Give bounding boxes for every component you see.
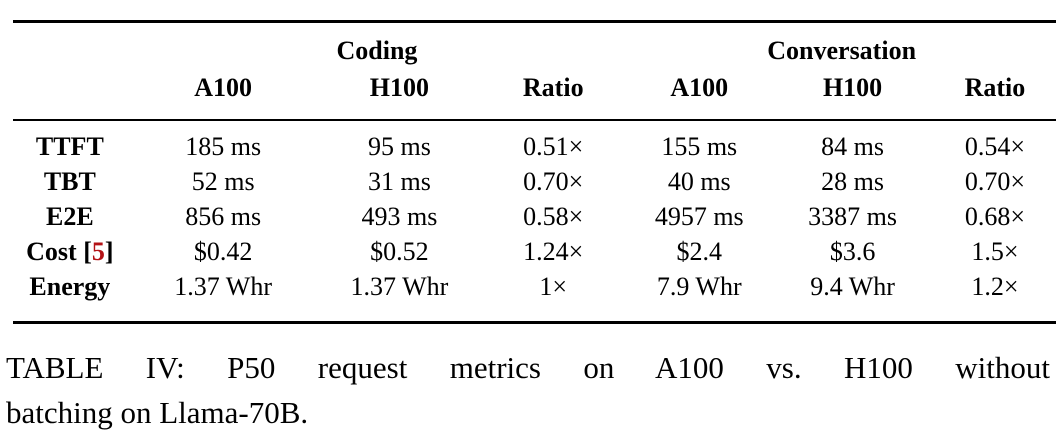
- cell-energy-coding-ratio: 1×: [539, 272, 568, 301]
- group-header-conversation: Conversation: [767, 36, 917, 65]
- col-header-coding-ratio: Ratio: [522, 73, 584, 102]
- cost-label-text: Cost: [26, 237, 77, 266]
- cell-energy-conversation-h100: 9.4 Whr: [810, 272, 895, 301]
- cell-ttft-conversation-ratio: 0.54×: [964, 132, 1026, 161]
- cell-cost-coding-h100: $0.52: [370, 237, 429, 266]
- cell-e2e-conversation-h100: 3387 ms: [808, 202, 897, 231]
- table-row-tbt: TBT 52 ms 31 ms 0.70× 40 ms 28 ms 0.70×: [13, 164, 1056, 199]
- col-header-conversation-ratio: Ratio: [964, 73, 1026, 102]
- caption-line-2: batching on Llama-70B.: [6, 395, 309, 430]
- cell-tbt-conversation-h100: 28 ms: [821, 167, 884, 196]
- cell-ttft-coding-h100: 95 ms: [367, 132, 431, 161]
- cell-e2e-conversation-ratio: 0.68×: [964, 202, 1026, 231]
- cell-cost-conversation-ratio: 1.5×: [971, 237, 1019, 266]
- cell-energy-conversation-a100: 7.9 Whr: [656, 272, 742, 301]
- row-label-e2e: E2E: [45, 202, 94, 231]
- cell-tbt-coding-h100: 31 ms: [367, 167, 431, 196]
- row-label-ttft: TTFT: [35, 132, 104, 161]
- cell-e2e-conversation-a100: 4957 ms: [654, 202, 744, 231]
- col-header-coding-a100: A100: [194, 73, 253, 102]
- row-label-tbt: TBT: [43, 167, 96, 196]
- row-label-energy: Energy: [29, 272, 111, 301]
- citation-open-bracket: [: [83, 237, 92, 266]
- cell-cost-conversation-h100: $3.6: [829, 237, 876, 266]
- col-header-conversation-h100: H100: [822, 73, 883, 102]
- cell-cost-coding-a100: $0.42: [193, 237, 253, 266]
- cell-energy-coding-a100: 1.37 Whr: [174, 272, 273, 301]
- table-row-energy: Energy 1.37 Whr 1.37 Whr 1× 7.9 Whr 9.4 …: [13, 269, 1056, 323]
- citation-close-bracket: ]: [104, 237, 114, 266]
- table-header: Coding Conversation A100 H100 Ratio A100…: [13, 22, 1056, 120]
- group-header-row: Coding Conversation: [13, 22, 1056, 71]
- cell-e2e-coding-a100: 856 ms: [185, 202, 262, 231]
- cell-e2e-coding-ratio: 0.58×: [523, 202, 584, 231]
- column-header-row: A100 H100 Ratio A100 H100 Ratio: [13, 70, 1056, 120]
- citation-bracket: [5]: [83, 237, 113, 266]
- table-caption: TABLE IV: P50 request metrics on A100 vs…: [6, 345, 1050, 435]
- metrics-table: Coding Conversation A100 H100 Ratio A100…: [13, 20, 1056, 324]
- group-header-coding: Coding: [336, 36, 418, 65]
- cell-ttft-coding-ratio: 0.51×: [523, 132, 584, 161]
- cell-tbt-conversation-ratio: 0.70×: [964, 167, 1026, 196]
- table-row-e2e: E2E 856 ms 493 ms 0.58× 4957 ms 3387 ms …: [13, 199, 1056, 234]
- cell-tbt-coding-ratio: 0.70×: [523, 167, 584, 196]
- row-label-cost: Cost [5]: [13, 234, 127, 269]
- cell-tbt-coding-a100: 52 ms: [191, 167, 255, 196]
- corner-cell: [13, 22, 127, 71]
- cell-energy-conversation-ratio: 1.2×: [971, 272, 1019, 301]
- cell-cost-coding-ratio: 1.24×: [523, 237, 584, 266]
- cell-e2e-coding-h100: 493 ms: [361, 202, 438, 231]
- cell-tbt-conversation-a100: 40 ms: [667, 167, 731, 196]
- table-row-cost: Cost [5] $0.42 $0.52 1.24× $2.4 $3.6 1.5…: [13, 234, 1056, 269]
- cell-cost-conversation-a100: $2.4: [676, 237, 723, 266]
- cell-ttft-conversation-a100: 155 ms: [661, 132, 738, 161]
- cell-ttft-coding-a100: 185 ms: [185, 132, 262, 161]
- table-body: TTFT 185 ms 95 ms 0.51× 155 ms 84 ms 0.5…: [13, 120, 1056, 323]
- cell-energy-coding-h100: 1.37 Whr: [350, 272, 449, 301]
- col-header-coding-h100: H100: [369, 73, 430, 102]
- caption-line-1: TABLE IV: P50 request metrics on A100 vs…: [6, 350, 1050, 385]
- table-row-ttft: TTFT 185 ms 95 ms 0.51× 155 ms 84 ms 0.5…: [13, 120, 1056, 164]
- cell-ttft-conversation-h100: 84 ms: [821, 132, 884, 161]
- corner-cell: [13, 70, 127, 120]
- citation-link-5[interactable]: 5: [91, 237, 105, 266]
- col-header-conversation-a100: A100: [670, 73, 729, 102]
